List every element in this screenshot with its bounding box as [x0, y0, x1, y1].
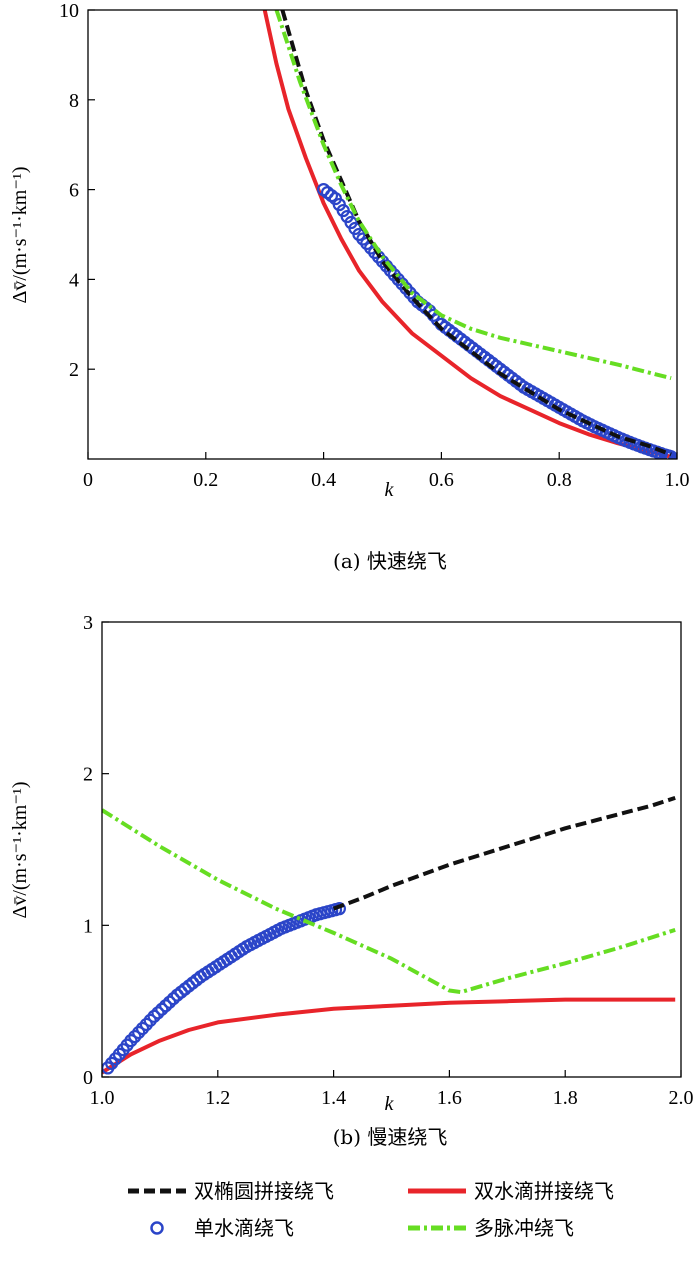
legend-swatch-circle — [150, 1221, 164, 1235]
panel-b-plot-area — [101, 621, 682, 1078]
y-tick-label: 8 — [69, 90, 79, 112]
legend-item-multi-impulse: 多脉冲绕飞 — [408, 1216, 574, 1240]
series-group — [102, 795, 676, 1075]
legend-item-double-drop: 双水滴拼接绕飞 — [408, 1179, 614, 1203]
panel-a-y-tick-labels: 2 4 6 8 10 — [59, 0, 79, 381]
x-tick-label: 0.4 — [311, 469, 336, 491]
x-tick-label: 1.0 — [665, 469, 690, 491]
panel-a-plot-area — [87, 9, 678, 460]
data-point-marker — [132, 1025, 146, 1040]
y-tick-label: 4 — [69, 269, 79, 291]
y-tick-label: 3 — [83, 612, 93, 634]
panel-a-y-axis-label: Δv̄/(m·s⁻¹·km⁻¹) — [9, 166, 31, 303]
series-line-dash — [280, 10, 672, 457]
data-point-marker — [159, 999, 173, 1013]
x-tick-label: 1.6 — [437, 1087, 462, 1109]
x-tick-label: 0.6 — [429, 469, 454, 491]
data-point-marker — [128, 1029, 142, 1044]
x-tick-label: 1.8 — [553, 1087, 578, 1109]
data-point-marker — [162, 995, 177, 1009]
data-point-marker — [166, 992, 181, 1006]
series-group — [262, 10, 677, 459]
x-tick-label: 1.4 — [321, 1087, 346, 1109]
panel-a-caption: (a) 快速绕飞 — [333, 549, 447, 573]
series-single-drop-markers — [317, 183, 677, 459]
panel-b-x-tick-labels: 1.0 1.2 1.4 1.6 1.8 2.0 — [90, 1087, 694, 1109]
plot-frame — [87, 9, 678, 460]
x-tick-label: 0.8 — [547, 469, 572, 491]
legend-item-double-ellipse: 双椭圆拼接绕飞 — [128, 1179, 334, 1203]
series-line-solid — [262, 10, 672, 459]
x-tick-label: 1.2 — [205, 1087, 230, 1109]
data-point-marker — [135, 1021, 150, 1036]
legend-label: 单水滴绕飞 — [194, 1216, 294, 1240]
panel-b-y-axis-label: Δv̄/(m·s⁻¹·km⁻¹) — [9, 781, 31, 918]
legend: 双椭圆拼接绕飞 双水滴拼接绕飞 单水滴绕飞 多脉冲绕飞 — [128, 1179, 614, 1240]
x-tick-label: 2.0 — [669, 1087, 694, 1109]
x-tick-label: 0.2 — [193, 469, 218, 491]
panel-a-x-axis-label: k — [385, 479, 395, 501]
series-line-solid — [102, 997, 676, 1075]
y-tick-label: 10 — [59, 0, 79, 22]
panel-b-caption: (b) 慢速绕飞 — [333, 1125, 448, 1149]
y-tick-label: 2 — [69, 359, 79, 381]
legend-label: 多脉冲绕飞 — [474, 1216, 574, 1240]
data-point-marker — [155, 1002, 169, 1016]
x-tick-label: 1.0 — [90, 1087, 115, 1109]
x-tick-label: 0 — [83, 469, 93, 491]
data-point-marker — [143, 1013, 157, 1027]
y-tick-label: 6 — [69, 180, 79, 202]
legend-item-single-drop: 单水滴绕飞 — [150, 1216, 294, 1240]
series-single-drop-markers — [102, 902, 346, 1075]
series-line-dashdot — [102, 808, 676, 995]
plot-frame — [101, 621, 682, 1078]
data-point-marker — [139, 1017, 153, 1032]
legend-label: 双椭圆拼接绕飞 — [194, 1179, 334, 1203]
data-point-marker — [124, 1033, 138, 1048]
panel-b: 1.0 1.2 1.4 1.6 1.8 2.0 0 1 2 3 k Δv̄/(m·s⁻¹·km⁻… — [9, 612, 694, 1149]
y-tick-label: 1 — [83, 915, 93, 937]
y-tick-label: 2 — [83, 764, 93, 786]
y-tick-label: 0 — [83, 1067, 93, 1089]
series-line-dashdot — [274, 10, 672, 381]
series-line-dash — [332, 795, 676, 911]
panel-b-y-tick-labels: 0 1 2 3 — [83, 612, 93, 1089]
panel-b-x-axis-label: k — [385, 1093, 395, 1115]
legend-label: 双水滴拼接绕飞 — [474, 1179, 614, 1203]
data-point-marker — [147, 1009, 161, 1023]
panel-a-x-tick-labels: 0 0.2 0.4 0.6 0.8 1.0 — [83, 469, 690, 491]
data-point-marker — [151, 1006, 165, 1020]
panel-a: 0 0.2 0.4 0.6 0.8 1.0 2 4 6 8 10 k Δv̄/(m·s⁻¹·km⁻… — [9, 0, 690, 573]
